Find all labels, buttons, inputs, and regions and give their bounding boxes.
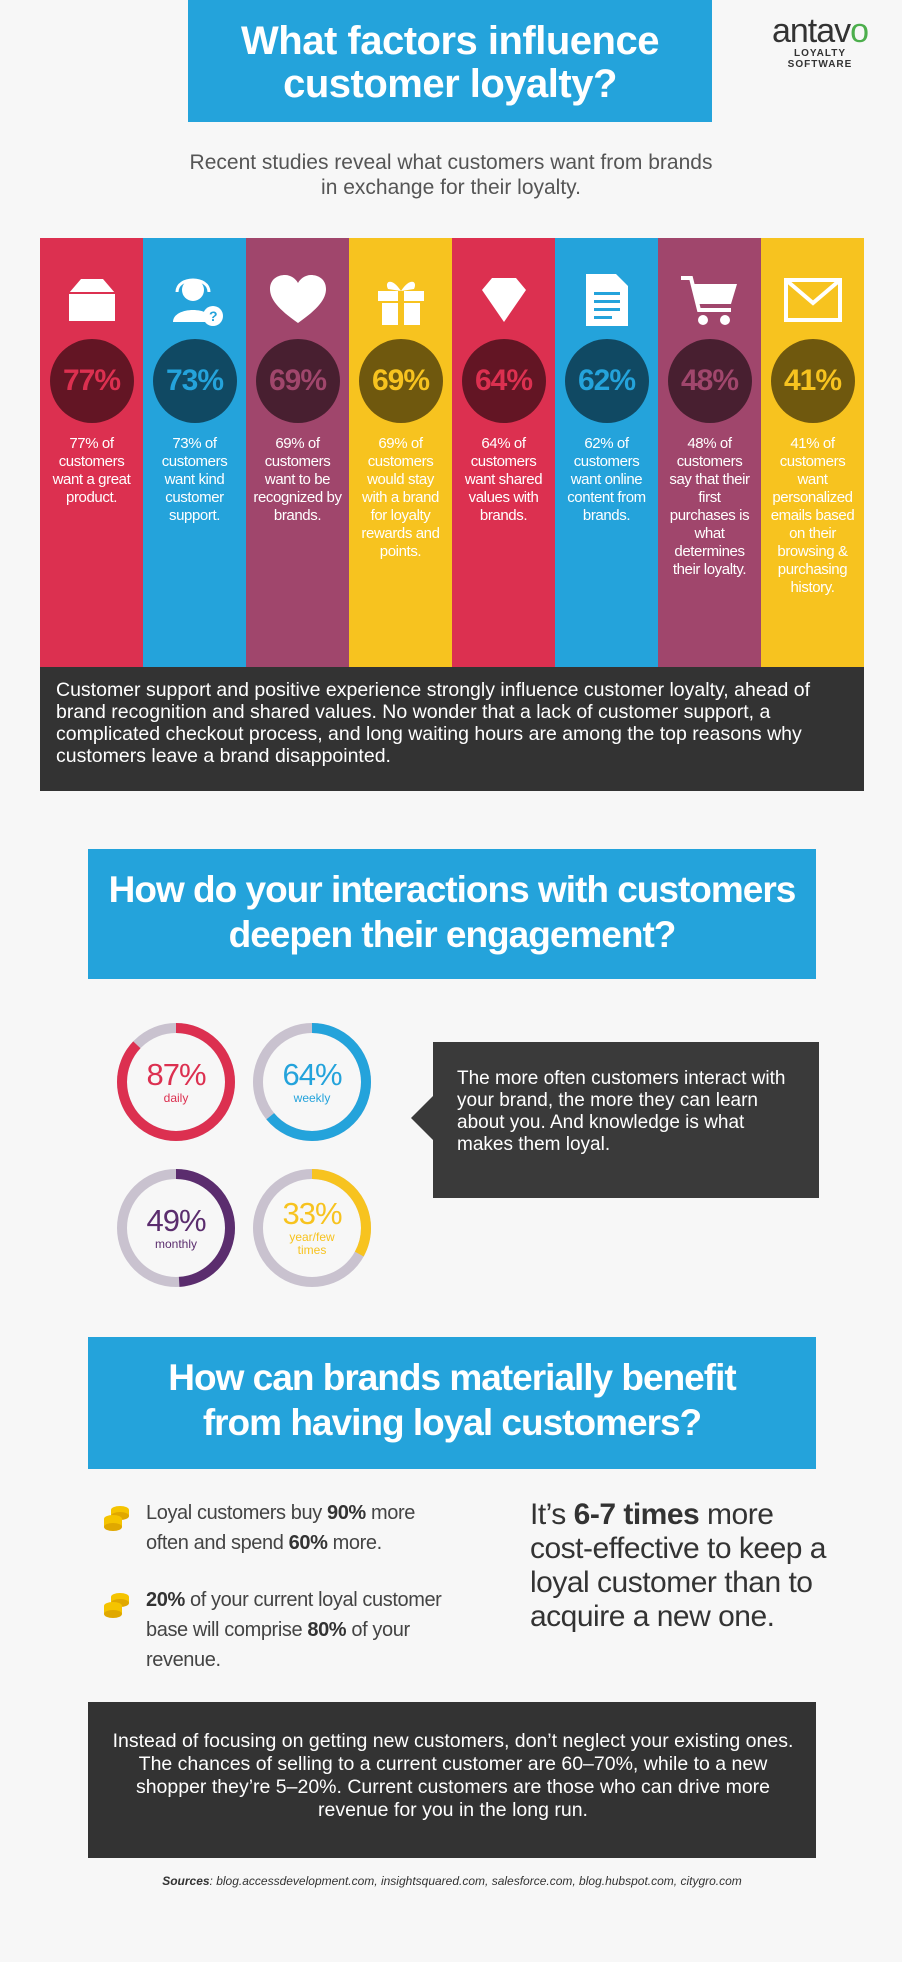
section-heading-line-1: How do your interactions with customers [108,869,797,910]
stat-column: 41% 41% of customers want personalized e… [761,238,864,667]
donut-arc [253,1023,371,1141]
donut-label: 64% weekly [252,1022,372,1142]
envelope-icon [783,264,843,336]
sources: Sources: blog.accessdevelopment.com, ins… [88,1874,816,1888]
cost-effective-statement: It’s 6-7 times more cost-effective to ke… [530,1498,826,1633]
donut-caption: monthly [154,1236,198,1251]
stat-column: 48% 48% of customers say that their firs… [658,238,761,667]
benefit-text: Loyal customers buy 90% more often and s… [146,1502,415,1554]
stat-description: 73% of customers want kind customer supp… [161,435,228,524]
stat-column: ? 73% 73% of customers want kind custome… [143,238,246,667]
section-heading-engagement: How do your interactions with customers … [88,849,816,979]
stat-column: 69% 69% of customers want to be recogniz… [246,238,349,667]
stat-description: 69% of customers want to be recognized b… [253,435,342,524]
stat-column: 64% 64% of customers want shared values … [452,238,555,667]
donut-label: 33% year/few times [252,1168,372,1288]
cart-icon [679,264,741,336]
intro-text: Recent studies reveal what customers wan… [100,150,802,200]
donut-monthly: 49% monthly [116,1168,236,1288]
coins-icon [104,1506,129,1531]
stat-column: 62% 62% of customers want online content… [555,238,658,667]
sources-label: Sources [162,1874,210,1888]
box-icon [63,264,121,336]
stat-description: 48% of customers say that their first pu… [669,435,750,578]
benefit-text: 20% of your current loyal customer base … [146,1589,442,1671]
section-heading-line-2: from having loyal customers? [202,1402,702,1443]
section-heading-line-1: How can brands materially benefit [168,1357,736,1398]
stat-percent: 62% [564,339,649,423]
document-icon [584,264,630,336]
support-agent-icon: ? [165,264,225,336]
heart-icon [268,264,328,336]
donut-graphic [117,1169,235,1287]
donut-caption: year/few times [289,1230,335,1257]
stat-description: 62% of customers want online content fro… [567,435,646,524]
title-line-1: What factors influence [241,19,659,63]
donut-daily: 87% daily [116,1022,236,1142]
section-heading-line-2: deepen their engagement? [228,914,677,955]
stat-column: 69% 69% of customers would stay with a b… [349,238,452,667]
donut-percent: 33% [282,1196,342,1231]
svg-text:?: ? [209,308,218,324]
donut-graphic [117,1023,235,1141]
stat-percent: 41% [770,339,855,423]
stat-description: 69% of customers would stay with a brand… [361,435,440,560]
donut-percent: 87% [146,1056,206,1092]
donut-arc [253,1169,371,1287]
stats-grid: 77% 77% of customers want a great produc… [40,238,864,667]
gift-icon [372,264,430,336]
stat-percent: 69% [358,339,443,423]
callout-text: The more often customers interact with y… [433,1042,819,1198]
donut-label: 87% daily [116,1022,236,1142]
stat-percent: 64% [461,339,546,423]
donut-weekly: 64% weekly [252,1022,372,1142]
donut-caption: weekly [293,1090,331,1105]
brand-logo[interactable]: antavo LOYALTY SOFTWARE [760,14,880,70]
donut-percent: 64% [282,1056,342,1092]
donut-graphic [253,1169,371,1287]
stat-description: 41% of customers want personalized email… [770,435,855,596]
benefit-item: Loyal customers buy 90% more often and s… [102,1498,462,1558]
intro-line-2: in exchange for their loyalty. [321,176,581,199]
stat-percent: 73% [152,339,237,423]
benefit-item: 20% of your current loyal customer base … [102,1585,462,1675]
donut-graphic [253,1023,371,1141]
brand-tagline: LOYALTY SOFTWARE [787,48,853,70]
stat-column: 77% 77% of customers want a great produc… [40,238,143,667]
stat-description: 77% of customers want a great product. [52,435,131,506]
page-title: What factors influence customer loyalty? [188,0,712,122]
coins-icon [104,1593,129,1618]
donut-yearly: 33% year/few times [252,1168,372,1288]
donut-percent: 49% [146,1202,206,1238]
brand-name: antavo [771,12,869,50]
section-heading-benefits: How can brands materially benefit from h… [88,1337,816,1469]
intro-line-1: Recent studies reveal what customers wan… [189,151,713,174]
stat-description: 64% of customers want shared values with… [464,435,543,524]
stat-percent: 69% [255,339,340,423]
sources-list: : blog.accessdevelopment.com, insightsqu… [209,1874,742,1888]
donut-label: 49% monthly [116,1168,236,1288]
donut-arc [117,1023,235,1141]
closing-text: Instead of focusing on getting new custo… [88,1702,816,1858]
diamond-icon [478,264,530,336]
donut-arc [117,1169,235,1287]
callout-pointer [411,1096,433,1140]
donut-caption: daily [163,1090,189,1105]
summary-text: Customer support and positive experience… [40,667,864,791]
stat-percent: 48% [667,339,752,423]
title-line-2: customer loyalty? [283,62,617,106]
stat-percent: 77% [49,339,134,423]
